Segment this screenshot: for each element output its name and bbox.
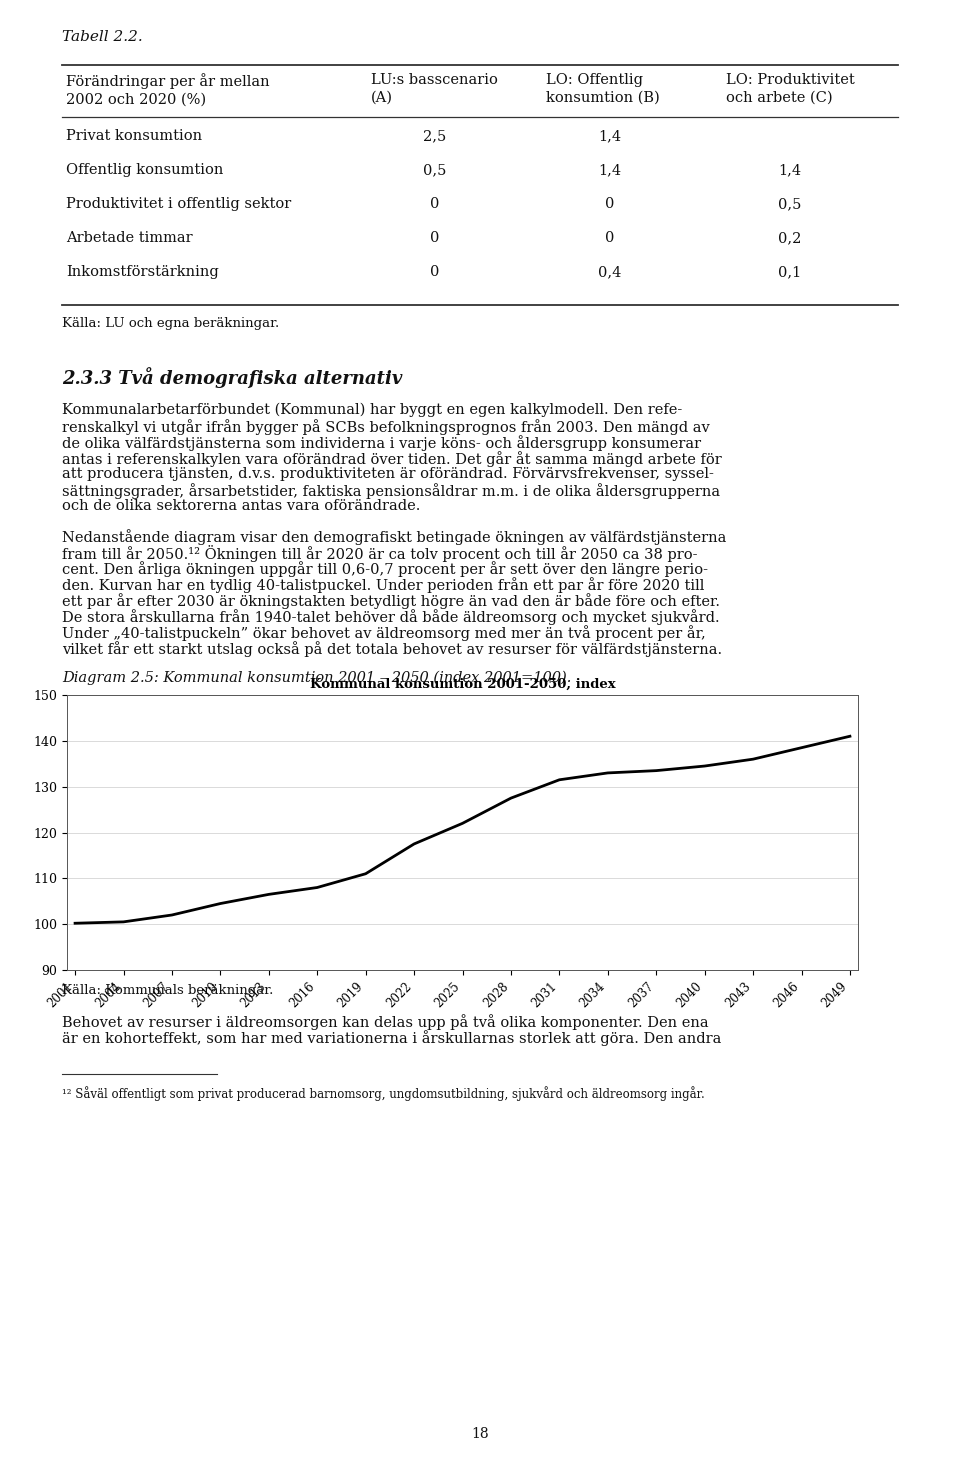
Text: och de olika sektorerna antas vara oförändrade.: och de olika sektorerna antas vara oförä…: [62, 498, 420, 513]
Text: 0: 0: [430, 232, 440, 245]
Text: är en kohorteffekt, som har med variationerna i årskullarnas storlek att göra. D: är en kohorteffekt, som har med variatio…: [62, 1030, 721, 1046]
Text: 0,4: 0,4: [598, 265, 622, 278]
Text: renskalkyl vi utgår ifrån bygger på SCBs befolkningsprognos från 2003. Den mängd: renskalkyl vi utgår ifrån bygger på SCBs…: [62, 420, 709, 434]
Text: LO: Offentlig
konsumtion (B): LO: Offentlig konsumtion (B): [546, 73, 660, 105]
Text: 1,4: 1,4: [598, 163, 621, 176]
Text: Tabell 2.2.: Tabell 2.2.: [62, 31, 143, 44]
Text: De stora årskullarna från 1940-talet behöver då både äldreomsorg och mycket sjuk: De stora årskullarna från 1940-talet beh…: [62, 609, 720, 625]
Text: antas i referenskalkylen vara oförändrad över tiden. Det går åt samma mängd arbe: antas i referenskalkylen vara oförändrad…: [62, 452, 722, 466]
Text: 0,2: 0,2: [779, 232, 802, 245]
Text: 0: 0: [430, 197, 440, 211]
Text: ett par år efter 2030 är ökningstakten betydligt högre än vad den är både före o: ett par år efter 2030 är ökningstakten b…: [62, 593, 720, 609]
Text: Kommunalarbetarförbundet (Kommunal) har byggt en egen kalkylmodell. Den refe-: Kommunalarbetarförbundet (Kommunal) har …: [62, 404, 683, 417]
Text: Under „40-talistpuckeln” ökar behovet av äldreomsorg med mer än två procent per : Under „40-talistpuckeln” ökar behovet av…: [62, 625, 706, 641]
Text: LU:s basscenario
(A): LU:s basscenario (A): [371, 73, 498, 105]
Text: att producera tjänsten, d.v.s. produktiviteten är oförändrad. Förvärvsfrekvenser: att producera tjänsten, d.v.s. produktiv…: [62, 468, 714, 481]
Text: vilket får ett starkt utslag också på det totala behovet av resurser för välfärd: vilket får ett starkt utslag också på de…: [62, 641, 722, 657]
Text: 2.3.3 Två demografiska alternativ: 2.3.3 Två demografiska alternativ: [62, 367, 402, 388]
Text: Källa: Kommunals beräkningar.: Källa: Kommunals beräkningar.: [62, 983, 274, 997]
Text: ¹² Såväl offentligt som privat producerad barnomsorg, ungdomsutbildning, sjukvår: ¹² Såväl offentligt som privat producera…: [62, 1085, 705, 1101]
Text: Nedanstående diagram visar den demografiskt betingade ökningen av välfärdstjänst: Nedanstående diagram visar den demografi…: [62, 529, 727, 545]
Text: 0: 0: [606, 232, 614, 245]
Text: Behovet av resurser i äldreomsorgen kan delas upp på två olika komponenter. Den : Behovet av resurser i äldreomsorgen kan …: [62, 1014, 708, 1030]
Text: 0: 0: [430, 265, 440, 278]
Text: sättningsgrader, årsarbetstider, faktiska pensionsåldrar m.m. i de olika åldersg: sättningsgrader, årsarbetstider, faktisk…: [62, 484, 720, 498]
Text: 0,5: 0,5: [779, 197, 802, 211]
Text: 2,5: 2,5: [423, 130, 446, 143]
Text: 1,4: 1,4: [598, 130, 621, 143]
Text: den. Kurvan har en tydlig 40-talistpuckel. Under perioden från ett par år före 2: den. Kurvan har en tydlig 40-talistpucke…: [62, 577, 705, 593]
Text: Offentlig konsumtion: Offentlig konsumtion: [66, 163, 224, 176]
Text: 0: 0: [606, 197, 614, 211]
Title: Kommunal konsumtion 2001-2050, index: Kommunal konsumtion 2001-2050, index: [310, 678, 615, 691]
Text: Produktivitet i offentlig sektor: Produktivitet i offentlig sektor: [66, 197, 291, 211]
Text: Källa: LU och egna beräkningar.: Källa: LU och egna beräkningar.: [62, 318, 279, 329]
Text: Inkomstförstärkning: Inkomstförstärkning: [66, 265, 219, 278]
Text: 0,1: 0,1: [779, 265, 802, 278]
Text: Diagram 2.5: Kommunal konsumtion 2001 – 2050 (index 2001=100).: Diagram 2.5: Kommunal konsumtion 2001 – …: [62, 672, 571, 685]
Text: Förändringar per år mellan
2002 och 2020 (%): Förändringar per år mellan 2002 och 2020…: [66, 73, 270, 106]
Text: fram till år 2050.¹² Ökningen till år 2020 är ca tolv procent och till år 2050 c: fram till år 2050.¹² Ökningen till år 20…: [62, 545, 698, 562]
Text: LO: Produktivitet
och arbete (C): LO: Produktivitet och arbete (C): [726, 73, 854, 105]
Text: cent. Den årliga ökningen uppgår till 0,6-0,7 procent per år sett över den längr: cent. Den årliga ökningen uppgår till 0,…: [62, 561, 708, 577]
Text: Arbetade timmar: Arbetade timmar: [66, 232, 193, 245]
Text: Privat konsumtion: Privat konsumtion: [66, 130, 203, 143]
Text: 1,4: 1,4: [779, 163, 802, 176]
Text: 0,5: 0,5: [423, 163, 446, 176]
Text: de olika välfärdstjänsterna som individerna i varje köns- och åldersgrupp konsum: de olika välfärdstjänsterna som individe…: [62, 436, 701, 450]
Text: 18: 18: [471, 1426, 489, 1441]
